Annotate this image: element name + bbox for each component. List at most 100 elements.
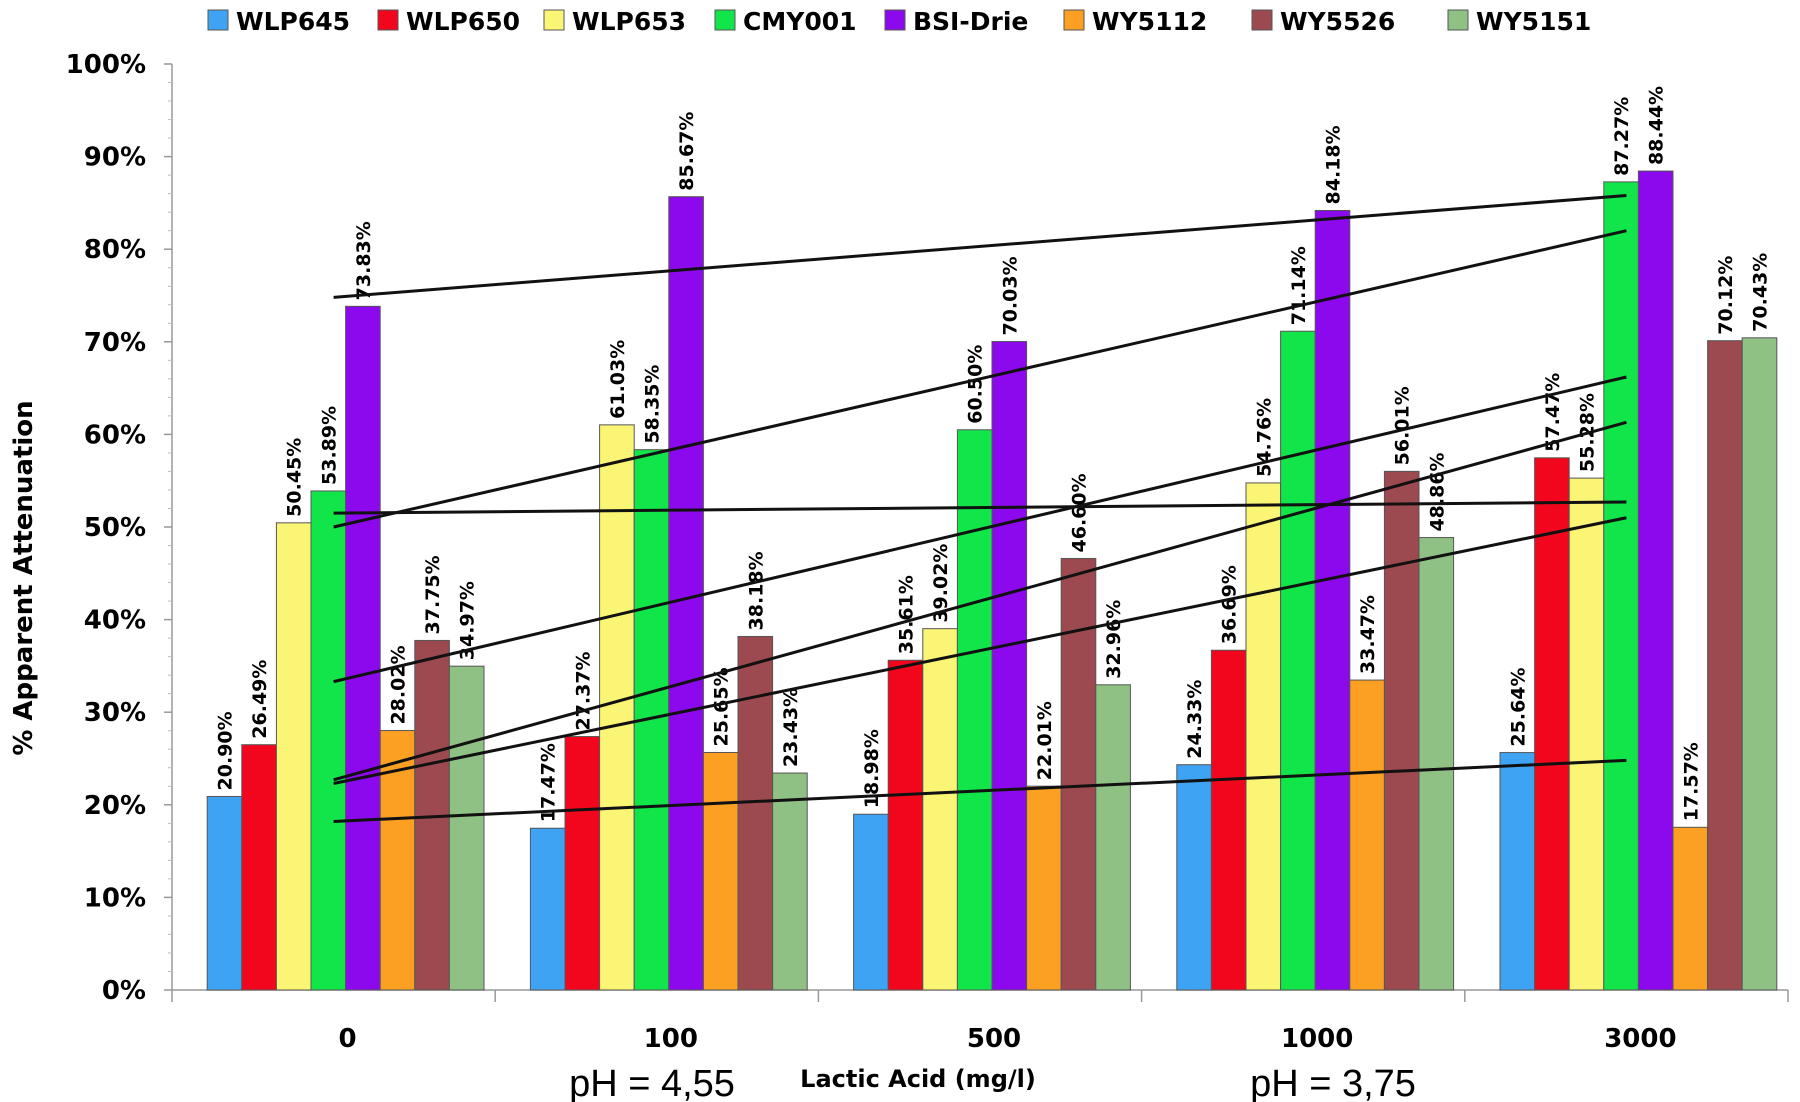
legend-swatch	[1251, 9, 1273, 31]
legend-swatch	[543, 9, 565, 31]
trendline	[333, 229, 1627, 529]
bar-wy5526-100	[737, 635, 774, 991]
data-label: 61.03%	[607, 340, 629, 419]
bar-wlp653-0	[275, 522, 312, 991]
data-label: 48.86%	[1426, 452, 1448, 531]
bar-wy5526-3000	[1707, 340, 1743, 991]
data-label: 36.69%	[1219, 565, 1241, 644]
legend-label: WY5112	[1092, 7, 1207, 36]
y-tick-label: 0%	[102, 976, 146, 1006]
ph-annotation-left: pH = 4,55	[569, 1063, 735, 1102]
legend-label: WLP653	[572, 7, 686, 36]
trendline	[333, 375, 1627, 684]
data-label: 20.90%	[215, 711, 237, 790]
data-label: 53.89%	[318, 406, 340, 485]
data-labels: 20.90% 17.47% 18.98% 24.33% 25.64% 26.49% 27.3…	[215, 86, 1772, 822]
y-tick-label: 90%	[84, 143, 146, 173]
legend-swatch	[377, 9, 399, 31]
data-label: 70.12%	[1715, 256, 1737, 335]
data-label: 22.01%	[1034, 701, 1056, 780]
y-tick-label: 80%	[84, 235, 146, 265]
bar-bsi-drie-0	[345, 305, 381, 991]
y-tick-label: 30%	[84, 698, 146, 728]
bar-cmy001-3000	[1603, 181, 1639, 991]
data-label: 60.50%	[965, 345, 987, 424]
data-label: 88.44%	[1646, 86, 1668, 165]
bar-bsi-drie-500	[991, 341, 1028, 991]
data-label: 38.18%	[745, 551, 767, 630]
x-tick-label: 3000	[1604, 1024, 1676, 1054]
legend-swatch	[1063, 9, 1085, 31]
legend-swatch	[884, 9, 906, 31]
bar-wlp653-100	[599, 424, 635, 991]
bar-wlp645-500	[853, 813, 889, 991]
legend-label: WY5526	[1280, 7, 1395, 36]
bar-wlp653-1000	[1245, 482, 1282, 991]
bar-wy5112-1000	[1349, 679, 1385, 991]
y-tick-label: 50%	[84, 513, 146, 543]
bar-wlp645-3000	[1499, 752, 1536, 991]
y-axis-title: % Apparent Attenuation	[9, 400, 39, 755]
legend-label: WLP650	[406, 7, 520, 36]
data-label: 25.65%	[711, 667, 733, 746]
x-tick-label: 500	[967, 1024, 1021, 1054]
data-label: 23.43%	[780, 688, 802, 767]
trendline	[333, 516, 1627, 785]
legend-swatch	[207, 9, 229, 31]
data-label: 70.43%	[1750, 253, 1772, 332]
data-label: 54.76%	[1253, 398, 1275, 477]
bar-cmy001-100	[633, 449, 670, 991]
bar-bsi-drie-100	[668, 196, 704, 991]
data-label: 18.98%	[861, 729, 883, 808]
x-tick-label: 1000	[1281, 1024, 1353, 1054]
trendline	[333, 420, 1627, 782]
bar-wy5151-500	[1095, 684, 1131, 991]
y-tick-label: 40%	[84, 606, 146, 636]
bar-wy5112-500	[1026, 785, 1062, 991]
data-label: 32.96%	[1103, 600, 1125, 679]
y-tick-label: 100%	[66, 50, 146, 80]
ph-annotation-right: pH = 3,75	[1250, 1063, 1416, 1102]
bar-bsi-drie-3000	[1637, 170, 1674, 991]
legend-swatch	[1447, 9, 1469, 31]
x-tick-label: 0	[339, 1024, 357, 1054]
legend-swatch	[714, 9, 736, 31]
data-label: 17.47%	[538, 743, 560, 822]
data-label: 85.67%	[676, 112, 698, 191]
legend: WLP645 WLP650 WLP653 CMY001 BSI-Drie WY5112 WY…	[207, 7, 1591, 36]
data-label: 27.37%	[572, 651, 594, 730]
x-tick-label: 100	[644, 1024, 698, 1054]
x-axis-title: Lactic Acid (mg/l)	[800, 1065, 1036, 1093]
data-label: 39.02%	[930, 544, 952, 623]
bar-wy5112-100	[702, 751, 739, 991]
bar-wlp645-0	[206, 795, 243, 991]
trendline	[333, 193, 1627, 299]
bar-wlp650-100	[564, 736, 601, 991]
trendline	[333, 758, 1627, 823]
data-label: 33.47%	[1357, 595, 1379, 674]
data-label: 84.18%	[1323, 125, 1345, 204]
bar-cmy001-500	[956, 429, 993, 991]
data-label: 24.33%	[1184, 680, 1206, 759]
bar-wy5151-3000	[1741, 337, 1778, 991]
bar-wy5526-500	[1060, 557, 1097, 991]
x-axis: 0 100 500 1000 3000	[171, 989, 1789, 1054]
data-label: 87.27%	[1611, 97, 1633, 176]
bar-bsi-drie-1000	[1314, 209, 1351, 991]
data-label: 46.60%	[1069, 473, 1091, 552]
y-tick-label: 60%	[84, 420, 146, 450]
bar-cmy001-0	[310, 490, 347, 991]
bar-wy5112-3000	[1672, 826, 1709, 991]
data-label: 25.64%	[1507, 667, 1529, 746]
data-label: 70.03%	[999, 256, 1021, 335]
data-label: 17.57%	[1680, 742, 1702, 821]
bar-wy5151-1000	[1418, 537, 1455, 991]
trendline	[333, 500, 1627, 515]
data-label: 56.01%	[1392, 386, 1414, 465]
data-label: 28.02%	[388, 645, 410, 724]
legend-label: WLP645	[236, 7, 350, 36]
data-label: 35.61%	[896, 575, 918, 654]
bar-wy5151-0	[448, 665, 485, 991]
trendlines	[333, 193, 1627, 823]
